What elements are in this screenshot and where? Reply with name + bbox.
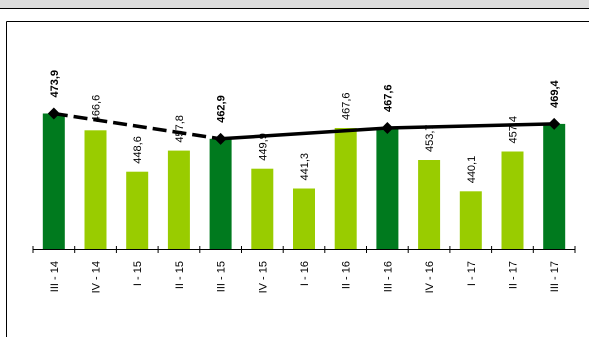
- trend-marker: [548, 117, 561, 130]
- data-label: 457,8: [174, 115, 186, 143]
- x-tick-label: III - 17: [549, 261, 561, 292]
- value-labels: 473,9 466,6 448,6 457,8 462,9 449,9 441,3 467,6…: [49, 70, 561, 183]
- trend-line-segment: [220, 126, 388, 141]
- bar: [459, 191, 482, 249]
- trend-line-segment: [53, 111, 221, 141]
- data-label: 453,7: [424, 124, 436, 152]
- bar: [167, 150, 190, 249]
- bar: [418, 160, 441, 249]
- bar: [84, 130, 107, 249]
- bar: [126, 171, 149, 249]
- bars: [42, 113, 566, 249]
- data-label: 467,6: [341, 92, 353, 120]
- trend-marker: [381, 122, 394, 135]
- bar: [209, 138, 232, 249]
- data-label: 457,4: [508, 116, 520, 144]
- data-label: 448,6: [132, 136, 144, 164]
- x-tick-label: II - 16: [341, 261, 353, 289]
- x-tick-label: II - 17: [508, 261, 520, 289]
- x-tick-label: III - 15: [216, 261, 228, 292]
- trend-marker: [47, 107, 60, 120]
- data-label: 440,1: [466, 156, 478, 184]
- x-tick-label: I - 15: [132, 261, 144, 286]
- x-tick-label: III - 16: [382, 261, 394, 292]
- bar: [251, 168, 274, 249]
- trend-marker: [214, 132, 227, 145]
- trend-line-segment: [387, 122, 555, 130]
- bar: [501, 151, 524, 249]
- data-label: 473,9: [49, 70, 61, 98]
- bar: [543, 123, 566, 249]
- x-axis: III - 14 IV - 14 I - 15 II - 15 III - 15 IV -…: [32, 246, 576, 293]
- top-band: [0, 0, 589, 8]
- x-tick-label: II - 15: [174, 261, 186, 289]
- trend-line: [47, 107, 561, 145]
- x-tick-label: IV - 16: [424, 261, 436, 293]
- bar: [293, 188, 315, 249]
- x-tick-label: IV - 15: [257, 261, 269, 293]
- x-tick-label: I - 16: [299, 261, 311, 286]
- bar: [376, 128, 399, 249]
- bar: [42, 113, 65, 249]
- x-tick-label: IV - 14: [91, 261, 103, 293]
- data-label: 466,6: [91, 95, 103, 123]
- x-tick-label: III - 14: [49, 261, 61, 292]
- data-label: 469,4: [549, 79, 561, 107]
- bar: [334, 128, 357, 249]
- data-label: 449,9: [257, 133, 269, 161]
- data-label: 467,6: [382, 84, 394, 112]
- data-label: 462,9: [216, 95, 228, 123]
- x-tick-label: I - 17: [466, 261, 478, 286]
- data-label: 441,3: [299, 153, 311, 181]
